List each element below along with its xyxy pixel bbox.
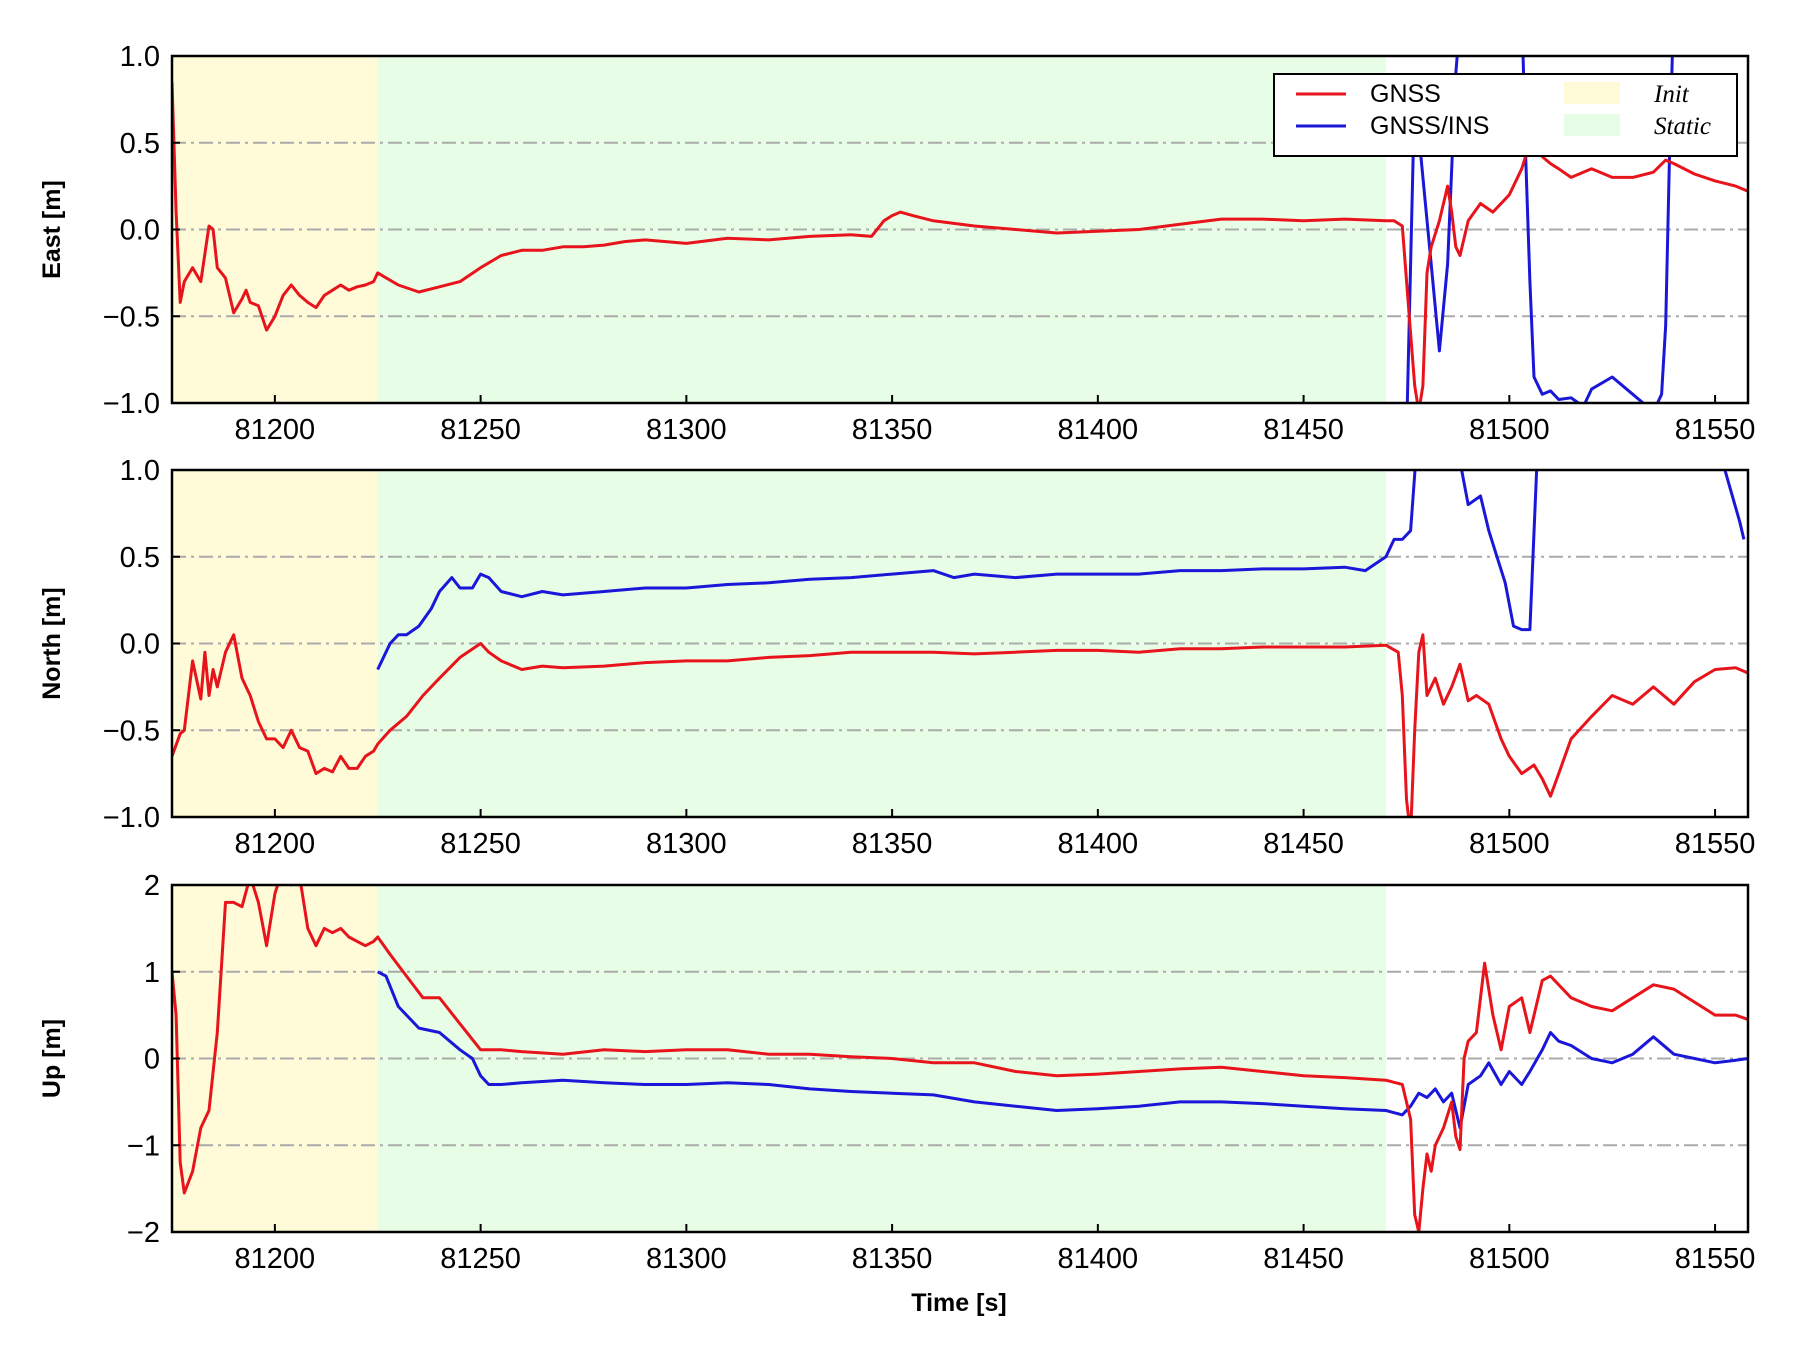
panel-2: −1.0 −0.5 0.0 0.5 1.0 81200 81250 81300 81350 814… <box>38 455 1756 860</box>
x-tick-label: 81400 <box>1058 1243 1139 1275</box>
x-tick-label: 81250 <box>440 1243 521 1275</box>
x-tick-label: 81200 <box>235 1243 316 1275</box>
series-gnss-ins <box>376 470 1746 671</box>
x-tick-label: 81250 <box>440 828 521 860</box>
legend-label: Static <box>1654 113 1711 140</box>
y-tick-label: 0.5 <box>120 542 160 574</box>
x-tick-label: 81500 <box>1469 1243 1550 1275</box>
series-gnss <box>172 81 1748 403</box>
x-tick-label: 81500 <box>1469 828 1550 860</box>
x-tick-label: 81350 <box>852 1243 933 1275</box>
y-tick-label: 0.0 <box>120 215 160 247</box>
x-tick-label: 81200 <box>235 414 316 446</box>
y-axis-label: North [m] <box>38 587 66 699</box>
x-axis-label: Time [s] <box>911 1289 1006 1317</box>
y-tick-label: 1.0 <box>120 41 160 73</box>
y-tick-label: 1 <box>144 957 160 989</box>
x-tick-label: 81400 <box>1058 414 1139 446</box>
x-tick-label: 81200 <box>235 828 316 860</box>
x-tick-label: 81350 <box>852 828 933 860</box>
panel-3: −2 −1 0 1 2 81200 81250 81300 81350 81400 81450 815… <box>38 870 1756 1275</box>
legend-swatch <box>1564 114 1620 136</box>
x-tick-label: 81350 <box>852 414 933 446</box>
x-tick-label: 81300 <box>646 828 727 860</box>
series-gnss-ins <box>377 970 1748 1130</box>
legend-label: GNSS <box>1370 80 1441 108</box>
x-tick-label: 81300 <box>646 1243 727 1275</box>
x-tick-label: 81400 <box>1058 828 1139 860</box>
y-axis-label: Up [m] <box>38 1019 66 1098</box>
y-tick-label: 1.0 <box>120 455 160 487</box>
x-tick-label: 81250 <box>440 414 521 446</box>
x-tick-label: 81550 <box>1675 828 1756 860</box>
y-tick-label: −0.5 <box>103 715 160 747</box>
y-tick-label: −1.0 <box>103 802 160 834</box>
x-tick-label: 81550 <box>1675 414 1756 446</box>
x-tick-label: 81450 <box>1263 414 1344 446</box>
x-tick-label: 81500 <box>1469 414 1550 446</box>
y-tick-label: 0 <box>144 1044 160 1076</box>
y-tick-label: 0.5 <box>120 128 160 160</box>
series-gnss <box>172 885 1748 1232</box>
y-tick-label: 2 <box>144 870 160 902</box>
y-tick-label: 0.0 <box>120 629 160 661</box>
y-tick-label: −0.5 <box>103 301 160 333</box>
x-tick-label: 81550 <box>1675 1243 1756 1275</box>
legend-label: Init <box>1653 81 1690 108</box>
y-tick-label: −2 <box>127 1217 160 1249</box>
y-axis-label: East [m] <box>38 180 66 279</box>
legend-box <box>1273 73 1738 157</box>
legend-swatch <box>1564 82 1620 104</box>
x-tick-label: 81450 <box>1263 1243 1344 1275</box>
legend-label: GNSS/INS <box>1370 112 1489 140</box>
series-gnss <box>172 633 1748 817</box>
x-tick-label: 81300 <box>646 414 727 446</box>
y-tick-label: −1 <box>127 1130 160 1162</box>
legend: GNSS GNSS/INS Init Static <box>1273 73 1738 157</box>
x-tick-label: 81450 <box>1263 828 1344 860</box>
series-gnss-ins <box>1405 56 1674 403</box>
y-tick-label: −1.0 <box>103 388 160 420</box>
panel-1: −1.0 −0.5 0.0 0.5 1.0 81200 81250 81300 81350 814… <box>38 41 1756 446</box>
